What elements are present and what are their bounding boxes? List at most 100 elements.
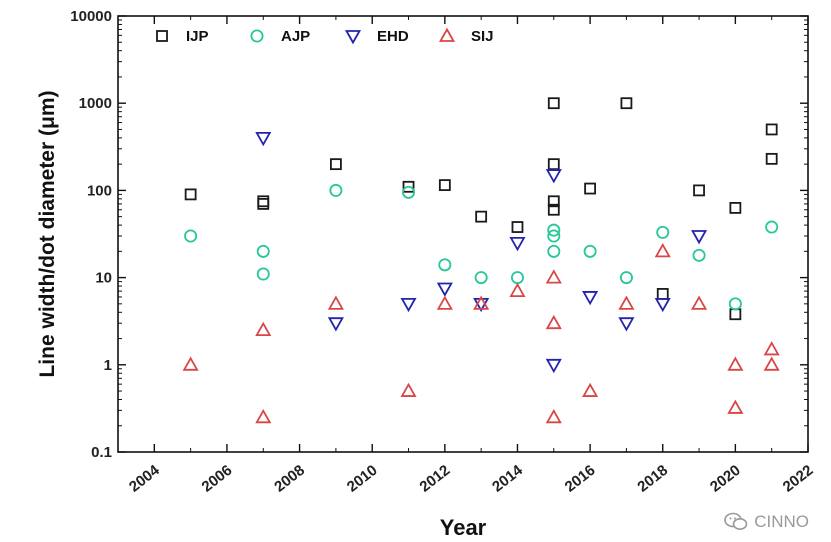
point-sij: [727, 356, 744, 371]
point-ijp: [729, 201, 742, 214]
y-tick-label: 10: [95, 270, 112, 287]
point-ajp: [547, 223, 561, 237]
point-ijp: [402, 180, 415, 193]
series-ehd: [255, 132, 708, 374]
x-axis-label: Year: [440, 515, 487, 540]
point-sij: [436, 295, 453, 310]
x-axis-ticks: 2004 2006 2008 2010 2012 2014 2016 2018 2020 2022: [117, 16, 817, 496]
legend: IJP AJP EHD SIJ: [156, 27, 494, 45]
point-ijp: [765, 123, 778, 136]
point-ehd: [436, 282, 453, 297]
legend-label-sij: SIJ: [471, 28, 494, 45]
point-ajp: [184, 229, 198, 243]
y-tick-label: 10000: [70, 8, 112, 25]
plot-frame: [117, 15, 809, 453]
point-ijp: [547, 97, 560, 110]
point-ijp: [257, 195, 270, 208]
point-sij: [545, 269, 562, 284]
series-ijp: [184, 97, 778, 321]
y-tick-label: 100: [87, 182, 112, 199]
y-tick-label: 1: [104, 357, 112, 374]
point-sij: [400, 382, 417, 397]
point-sij: [763, 341, 780, 356]
point-ajp: [583, 244, 597, 258]
point-ehd: [691, 230, 708, 245]
point-ehd: [509, 236, 526, 252]
wechat-icon: [724, 512, 748, 530]
x-tick-label: 2018: [634, 462, 671, 496]
legend-marker-ehd: [344, 30, 362, 45]
point-sij: [545, 314, 562, 330]
point-ajp: [728, 297, 742, 311]
point-ehd: [255, 132, 272, 147]
point-ijp: [729, 308, 742, 321]
point-ijp: [547, 158, 560, 171]
point-ajp: [474, 271, 488, 285]
point-ajp: [656, 225, 670, 239]
point-sij: [691, 295, 708, 310]
y-tick-label: 0.1: [91, 444, 112, 461]
point-ijp: [438, 179, 451, 192]
x-tick-label: 2008: [271, 462, 308, 496]
point-ehd: [582, 291, 599, 306]
watermark: CINNO: [724, 512, 809, 532]
point-ehd: [545, 169, 562, 184]
point-sij: [255, 321, 272, 336]
watermark-text: CINNO: [754, 512, 809, 531]
x-tick-label: 2014: [489, 461, 526, 495]
x-tick-label: 2010: [344, 462, 381, 496]
point-ijp: [693, 184, 705, 197]
x-tick-label: 2012: [417, 462, 454, 496]
point-sij: [763, 356, 780, 371]
point-ajp: [765, 220, 779, 234]
legend-marker-sij: [438, 27, 456, 42]
point-sij: [582, 382, 599, 397]
point-ijp: [547, 195, 560, 208]
point-ehd: [545, 358, 562, 374]
point-ehd: [654, 297, 671, 313]
point-ajp: [329, 183, 343, 197]
point-ajp: [438, 258, 452, 272]
point-sij: [545, 408, 562, 424]
point-sij: [327, 295, 344, 310]
point-sij: [255, 408, 272, 424]
point-ijp: [620, 97, 633, 110]
point-ijp: [329, 158, 342, 171]
point-ijp: [511, 221, 524, 233]
legend-label-ajp: AJP: [281, 28, 310, 45]
series-ajp: [184, 183, 779, 311]
point-ijp: [475, 210, 488, 223]
point-ajp: [547, 229, 561, 243]
legend-label-ijp: IJP: [186, 28, 209, 45]
x-tick-label: 2020: [707, 462, 744, 496]
y-tick-label: 1000: [79, 95, 112, 112]
y-axis-ticks: 0.1 1 10 100 1000 10000: [70, 8, 808, 461]
x-tick-label: 2016: [562, 462, 599, 496]
point-ehd: [327, 317, 344, 332]
x-tick-label: 2004: [126, 461, 163, 495]
legend-marker-ajp: [250, 29, 264, 43]
point-sij: [182, 356, 199, 371]
point-ajp: [256, 244, 270, 258]
point-ijp: [656, 288, 669, 300]
point-ijp: [257, 198, 270, 210]
point-sij: [473, 295, 490, 310]
point-ijp: [584, 182, 597, 195]
point-sij: [618, 295, 635, 310]
point-ajp: [547, 244, 561, 258]
point-ehd: [618, 317, 635, 332]
point-ijp: [547, 203, 560, 216]
point-ajp: [619, 271, 633, 285]
y-axis-label: Line width/dot diameter (μm): [36, 90, 59, 377]
legend-label-ehd: EHD: [377, 28, 409, 45]
point-sij: [727, 399, 744, 414]
point-ijp: [765, 152, 778, 165]
point-ehd: [400, 297, 417, 313]
point-ajp: [256, 267, 270, 281]
point-sij: [654, 243, 671, 258]
point-ajp: [402, 185, 416, 199]
point-ijp: [184, 188, 197, 201]
legend-marker-ijp: [156, 30, 168, 42]
x-tick-label: 2022: [780, 462, 817, 496]
